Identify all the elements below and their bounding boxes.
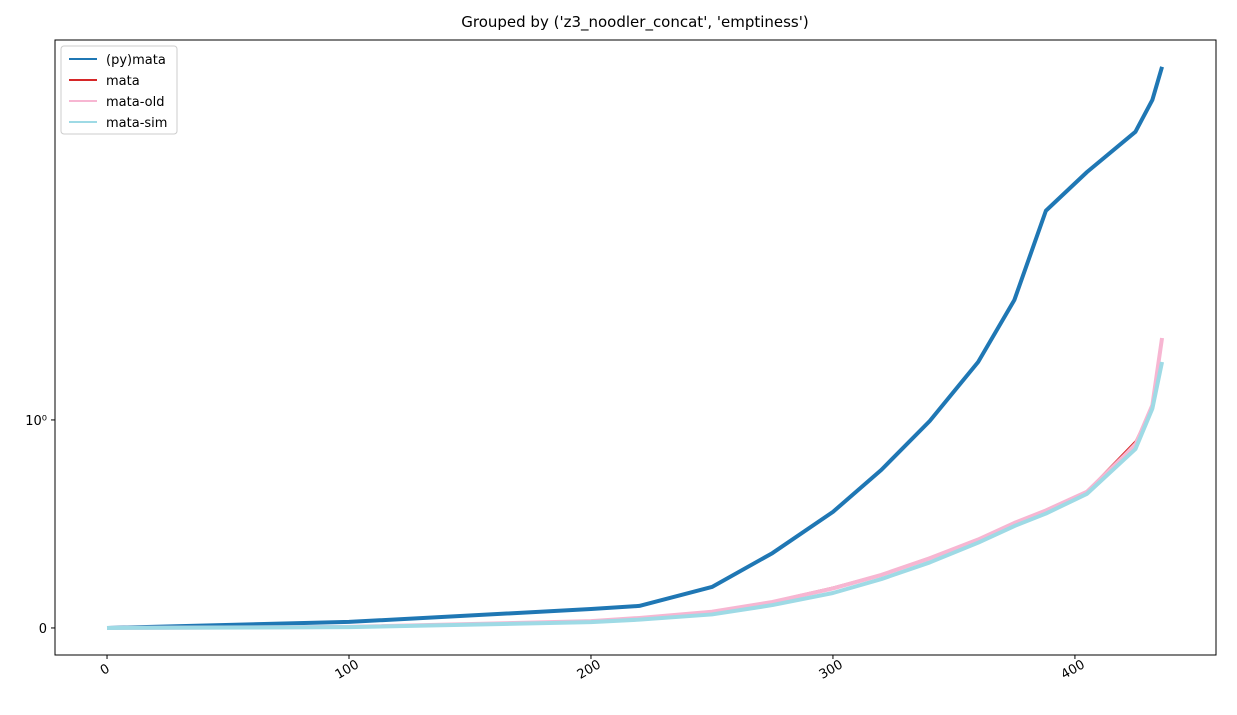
y-tick-label: 0	[39, 622, 47, 637]
x-tick-label: 400	[1059, 657, 1088, 682]
legend-label: (py)mata	[106, 53, 166, 68]
legend-box	[60, 45, 178, 135]
x-tick-label: 0	[98, 661, 113, 678]
y-tick-label: 10⁰	[25, 414, 47, 429]
x-tick-label: 200	[575, 657, 604, 682]
series-line	[107, 337, 1165, 630]
series-line	[107, 345, 1163, 629]
x-tick-label: 100	[333, 657, 362, 682]
legend-label: mata	[106, 74, 140, 89]
x-tick-label: 300	[817, 657, 846, 682]
plot-frame	[54, 39, 1217, 656]
legend-label: mata-old	[106, 95, 164, 110]
series-line	[106, 66, 1164, 630]
chart-title: Grouped by ('z3_noodler_concat', 'emptin…	[461, 13, 808, 32]
legend-label: mata-sim	[106, 116, 167, 131]
series-line	[107, 361, 1164, 630]
